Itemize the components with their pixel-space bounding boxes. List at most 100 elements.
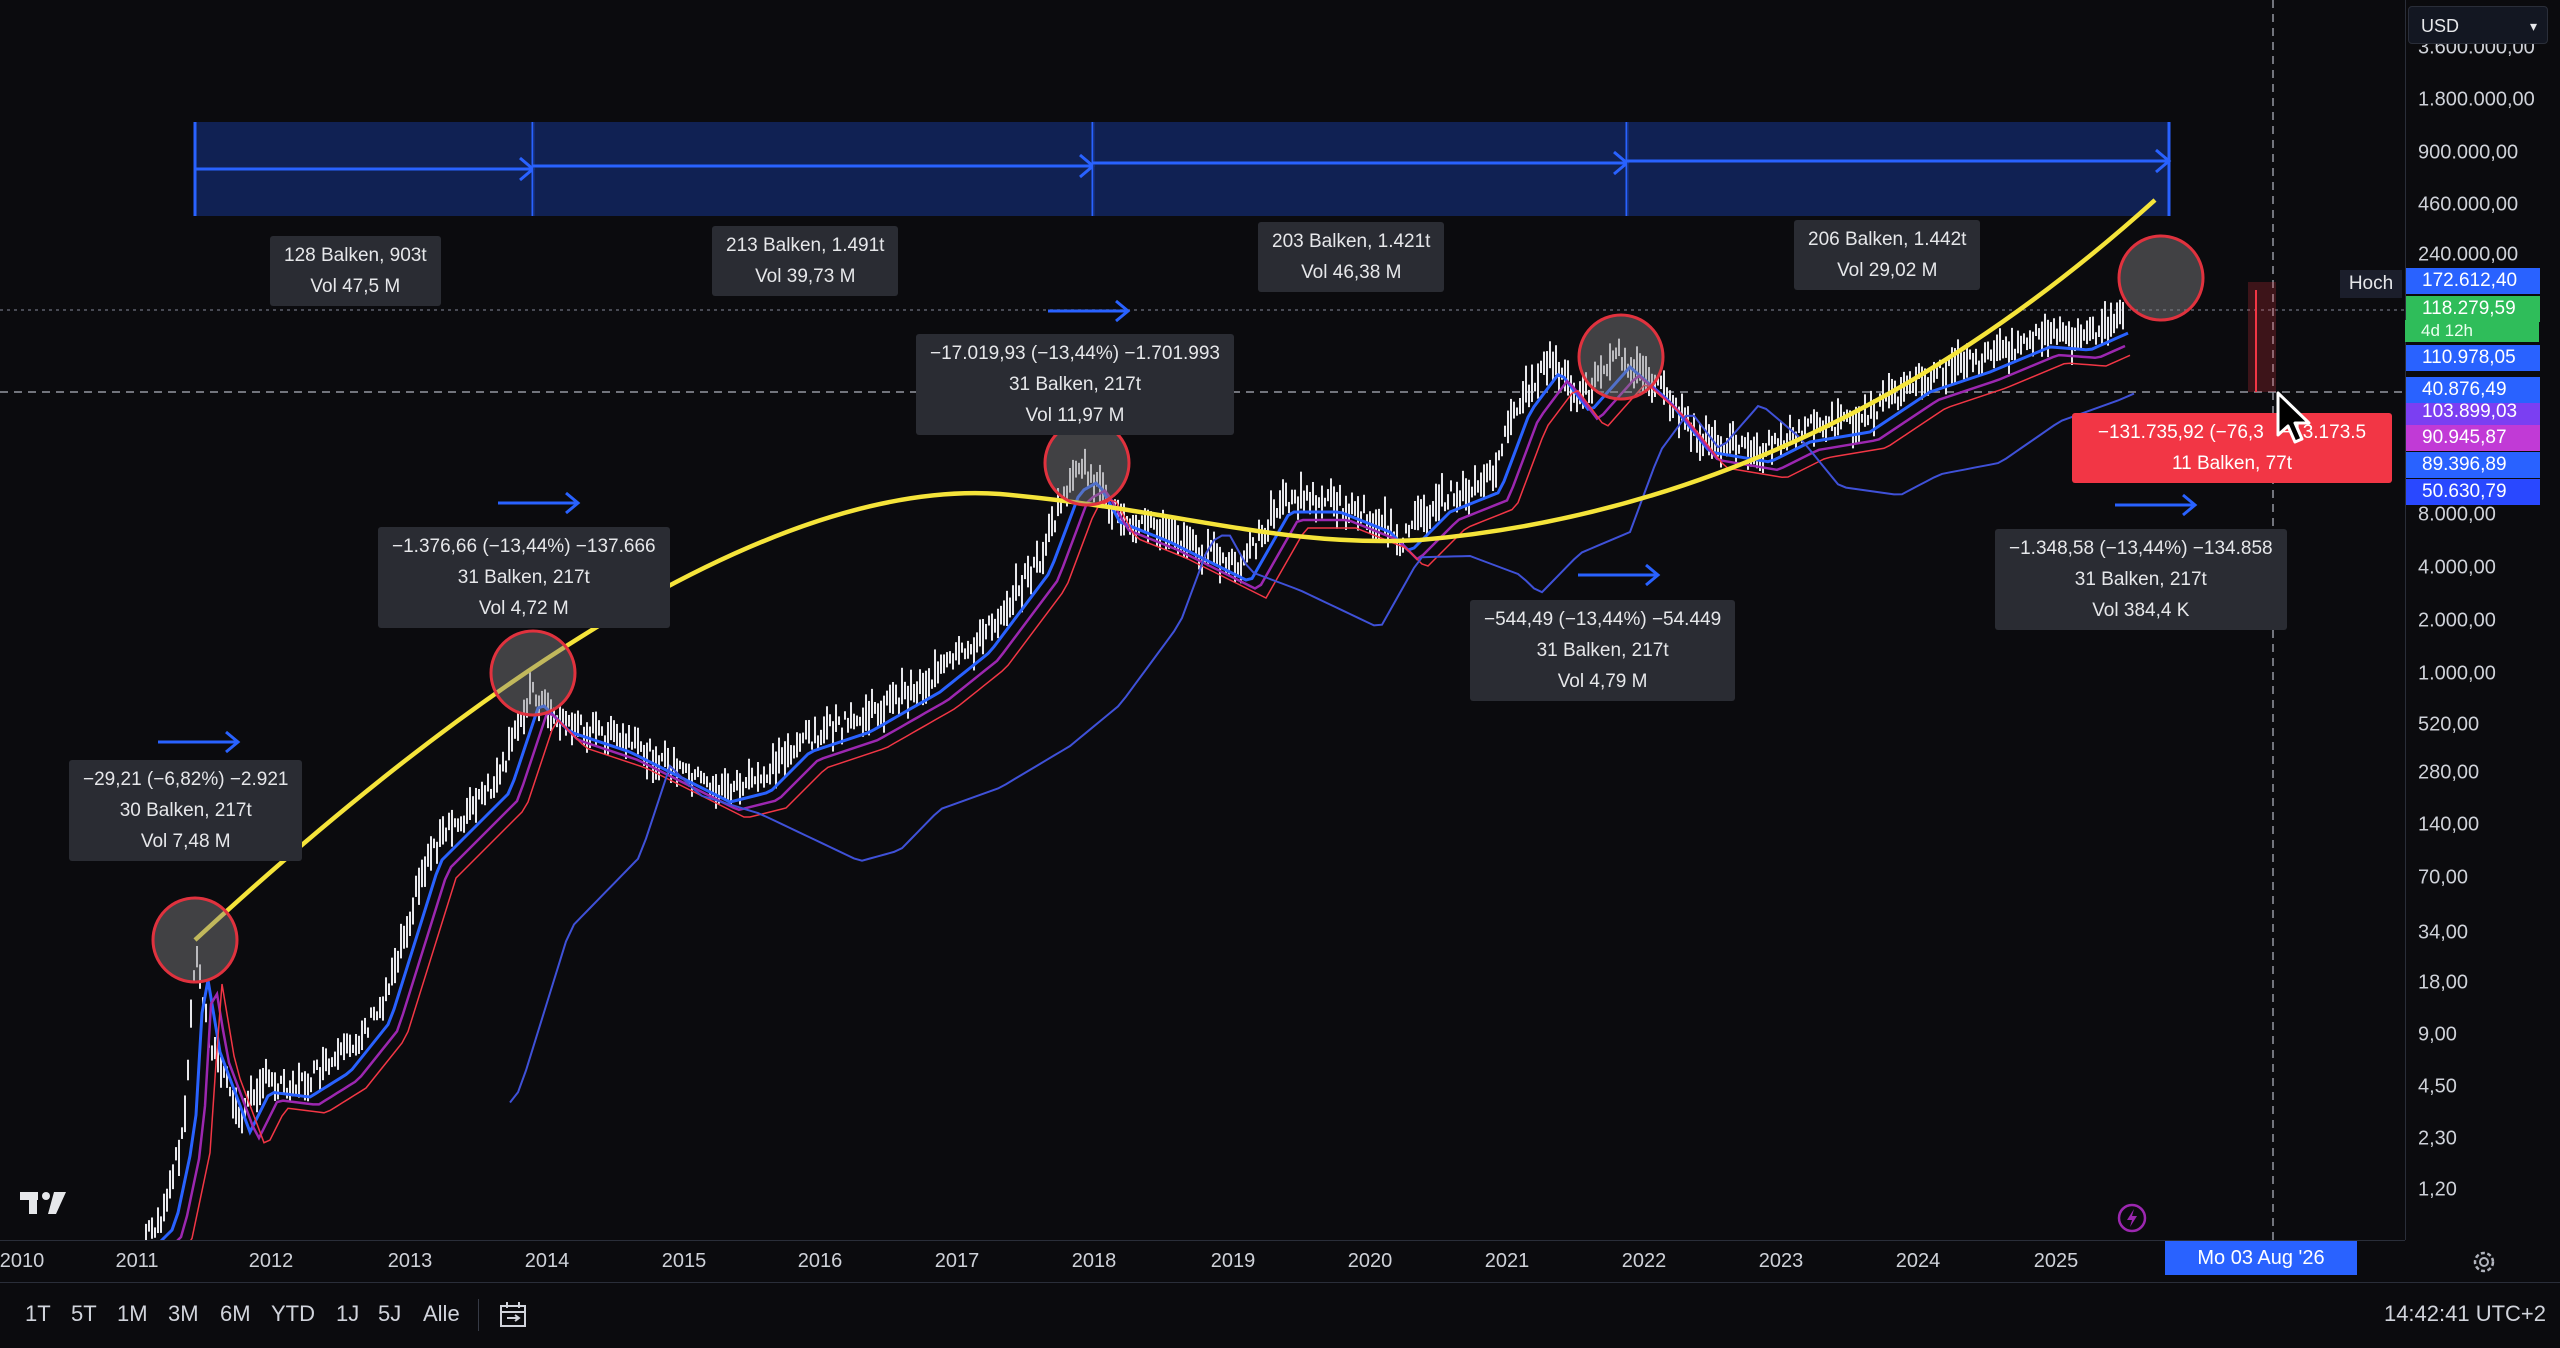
measure-label-2-line2: Vol 39,73 M (755, 266, 856, 287)
drop-label-5-line1: −1.348,58 (−13,44%) −134.858 (2009, 538, 2273, 559)
drop-label-3-line2: 31 Balken, 217t (1008, 374, 1142, 395)
price-tick: 2.000,00 (2418, 609, 2496, 632)
arrow-markers (158, 299, 2198, 754)
date-range-measure-3 (1093, 122, 1630, 216)
chart-pane[interactable]: 128 Balken, 903t Vol 47,5 M 213 Balken, … (0, 0, 2405, 1240)
year-tick: 2014 (524, 1250, 570, 1272)
cycle-top-circle-5 (2117, 234, 2205, 322)
price-tick: 1,20 (2418, 1178, 2457, 1201)
range-button-6m[interactable]: 6M (220, 1301, 251, 1326)
drop-label-4: −544,49 (−13,44%) −54.449 31 Balken, 217… (1470, 600, 1736, 701)
price-tick: 140,00 (2418, 813, 2480, 836)
measure-label-4-line1: 206 Balken, 1.442t (1808, 229, 1967, 250)
price-tag: 103.899,03 (2406, 399, 2540, 425)
crosshair-price-tag: 40.876,49 (2406, 377, 2540, 403)
range-button-1y[interactable]: 1J (336, 1301, 360, 1326)
price-tag: 89.396,89 (2406, 452, 2540, 478)
drop-label-1-line1: −29,21 (−6,82%) −2.921 (83, 769, 289, 790)
range-button-all[interactable]: Alle (423, 1301, 460, 1326)
price-tick: 4,50 (2418, 1075, 2457, 1098)
drop-label-1: −29,21 (−6,82%) −2.921 30 Balken, 217t V… (69, 760, 303, 861)
range-button-5d[interactable]: 5T (71, 1301, 97, 1326)
tradingview-logo-icon[interactable] (20, 1188, 72, 1218)
red-measure-area (2248, 282, 2276, 392)
last-price-tag: 118.279,59 (2406, 296, 2540, 322)
price-tick: 18,00 (2418, 971, 2469, 994)
clock-timezone[interactable]: 14:42:41 UTC+2 (2383, 1301, 2546, 1326)
year-tick: 2022 (1621, 1250, 1667, 1272)
arrow-marker-3 (1048, 299, 1131, 323)
measure-label-1: 128 Balken, 903t Vol 47,5 M (270, 236, 441, 306)
price-scale[interactable]: 3.600.000,00 1.800.000,00 900.000,00 460… (2405, 0, 2560, 1240)
price-tick: 4.000,00 (2418, 556, 2496, 579)
bottom-toolbar: 1T 5T 1M 3M 6M YTD 1J 5J Alle 14:42:41 U… (0, 1282, 2560, 1348)
price-tag: 90.945,87 (2406, 425, 2540, 451)
price-tick: 1.000,00 (2418, 662, 2496, 685)
price-tick: 2,30 (2418, 1127, 2457, 1150)
measure-label-3-line1: 203 Balken, 1.421t (1272, 231, 1431, 252)
price-tag: 172.612,40 (2406, 268, 2540, 294)
high-label: Hoch (2340, 270, 2402, 298)
price-chart-canvas[interactable] (0, 0, 2405, 1240)
drop-label-4-line3: Vol 4,79 M (1557, 671, 1648, 692)
range-button-5y[interactable]: 5J (378, 1301, 402, 1326)
drop-label-4-line1: −544,49 (−13,44%) −54.449 (1484, 609, 1722, 630)
drop-label-5: −1.348,58 (−13,44%) −134.858 31 Balken, … (1995, 529, 2287, 630)
date-range-measure-1 (193, 122, 536, 216)
year-tick: 2021 (1484, 1250, 1530, 1272)
measure-label-2: 213 Balken, 1.491t Vol 39,73 M (712, 226, 899, 296)
currency-select[interactable]: USD ▾ (2408, 6, 2548, 44)
settings-icon[interactable] (2470, 1248, 2498, 1276)
year-tick: 2011 (115, 1250, 159, 1272)
crosshair-date-label: Mo 03 Aug '26 (2165, 1241, 2357, 1275)
chevron-down-icon: ▾ (2529, 18, 2537, 34)
date-range-measure-2 (533, 122, 1096, 216)
drop-label-2-line2: 31 Balken, 217t (457, 567, 590, 588)
measure-label-1-line1: 128 Balken, 903t (284, 245, 427, 266)
cursor-icon (2276, 391, 2311, 444)
price-tick: 1.800.000,00 (2418, 88, 2535, 111)
year-tick: 2012 (248, 1250, 294, 1272)
price-tick: 460.000,00 (2418, 193, 2519, 216)
moving-average-blue (159, 331, 2129, 1240)
range-button-1m[interactable]: 1M (117, 1301, 148, 1326)
time-axis[interactable]: 2010 2011 2012 2013 2014 2015 2016 2017 … (0, 1240, 2405, 1283)
arrow-marker-4 (1578, 563, 1661, 587)
red-measure-label: −131.735,92 (−76,3 −13.173.5 11 Balken, … (2072, 413, 2392, 483)
drop-label-2-line1: −1.376,66 (−13,44%) −137.666 (392, 536, 656, 557)
moving-average-purple (176, 344, 2126, 1240)
calendar-icon[interactable] (497, 1299, 529, 1331)
year-tick: 2015 (661, 1250, 707, 1272)
drop-label-3-line1: −17.019,93 (−13,44%) −1.701.993 (930, 343, 1220, 364)
year-tick: 2020 (1347, 1250, 1393, 1272)
toolbar-divider (478, 1299, 479, 1331)
red-measure-label-bars: 11 Balken, 77t (2171, 453, 2293, 474)
measure-label-3-line2: Vol 46,38 M (1301, 262, 1402, 283)
range-button-1d[interactable]: 1T (25, 1301, 51, 1326)
cycle-top-circle-2 (489, 629, 577, 717)
red-measure-label-value: −131.735,92 (−76,3 (2097, 422, 2264, 443)
drop-label-1-line3: Vol 7,48 M (140, 831, 231, 852)
price-tick: 34,00 (2418, 921, 2469, 944)
range-button-ytd[interactable]: YTD (271, 1301, 315, 1326)
measure-label-1-line2: Vol 47,5 M (310, 276, 401, 297)
cycle-top-circle-1 (151, 896, 239, 984)
measure-label-4-line2: Vol 29,02 M (1837, 260, 1938, 281)
range-button-3m[interactable]: 3M (168, 1301, 199, 1326)
year-tick: 2025 (2033, 1250, 2079, 1272)
price-tick: 900.000,00 (2418, 141, 2519, 164)
drop-label-1-line2: 30 Balken, 217t (119, 800, 252, 821)
drop-label-2-line3: Vol 4,72 M (478, 598, 569, 619)
alert-icon[interactable] (2117, 1203, 2147, 1233)
measure-label-2-line1: 213 Balken, 1.491t (726, 235, 885, 256)
price-candles (145, 299, 2124, 1240)
arrow-marker-1 (158, 730, 241, 754)
cycle-curve (193, 198, 2157, 942)
year-tick: 2023 (1758, 1250, 1804, 1272)
price-tick: 520,00 (2418, 713, 2480, 736)
moving-average-long (509, 392, 2135, 1104)
cycle-top-circle-4 (1577, 313, 1665, 401)
measure-label-4: 206 Balken, 1.442t Vol 29,02 M (1794, 220, 1981, 290)
currency-value: USD (2421, 16, 2460, 36)
date-range-measure-4 (1627, 122, 2172, 216)
